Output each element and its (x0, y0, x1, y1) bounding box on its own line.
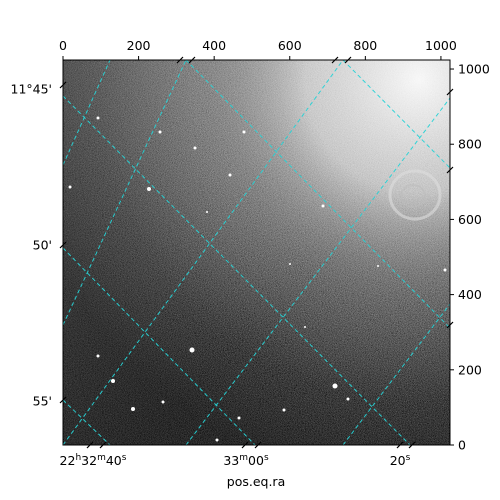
star (228, 173, 232, 177)
star (68, 185, 72, 189)
star (304, 326, 306, 328)
grid-line (342, 60, 450, 169)
right-tick-label: 1000 (458, 62, 490, 77)
star (282, 408, 286, 412)
top-pixel-axis: 0 200 400 600 800 1000 (59, 38, 457, 60)
grid-line (63, 247, 256, 445)
right-tick-label: 800 (458, 137, 482, 152)
star (321, 204, 325, 208)
galaxy-ring (388, 169, 442, 221)
ra-tick-label: 20s (390, 453, 411, 468)
edge-tick (331, 56, 339, 64)
star (242, 130, 246, 134)
edge-tick (99, 441, 107, 449)
grid-line (63, 95, 411, 445)
stars (68, 116, 447, 442)
star (443, 268, 447, 272)
top-tick-label: 400 (202, 38, 226, 53)
ra-axis: 22h32m40s 33m00s 20s (60, 453, 411, 468)
x-axis-title: pos.eq.ra (227, 474, 285, 489)
star (161, 400, 165, 404)
grid-line (63, 60, 344, 445)
right-tick-label: 600 (458, 212, 482, 227)
coordinate-grid (63, 60, 450, 445)
right-pixel-axis: 1000 800 600 400 200 0 (450, 62, 490, 453)
right-tick-label: 0 (458, 438, 466, 453)
edge-tick (344, 56, 352, 64)
star (206, 211, 208, 213)
plot-frame (62, 59, 451, 446)
grid-line (342, 303, 450, 445)
edge-tick (241, 441, 249, 449)
edge-tick (188, 56, 196, 64)
edge-tick (59, 81, 67, 89)
right-tick-label: 400 (458, 287, 482, 302)
edge-tick (59, 396, 67, 404)
star (158, 130, 162, 134)
top-tick-label: 600 (278, 38, 302, 53)
star (189, 347, 195, 353)
ra-tick-label: 22h32m40s (60, 453, 127, 468)
grid-line (185, 97, 450, 445)
edge-tick (446, 166, 454, 174)
dec-tick-label: 55' (33, 394, 52, 409)
grid-line (63, 60, 111, 166)
dec-tick-label: 11°45' (11, 82, 53, 97)
edge-tick-marks (59, 56, 454, 449)
star (131, 407, 135, 411)
star (147, 187, 151, 191)
star (111, 379, 115, 383)
dec-axis: 11°45' 50' 55' (11, 82, 53, 409)
star (96, 354, 100, 358)
dec-tick-label: 50' (33, 238, 52, 253)
top-tick-label: 1000 (425, 38, 457, 53)
edge-tick (396, 441, 404, 449)
top-tick-label: 800 (353, 38, 377, 53)
top-tick-label: 0 (59, 38, 67, 53)
star (332, 383, 338, 389)
star (237, 416, 241, 420)
star (215, 438, 219, 442)
star (377, 265, 379, 267)
edge-tick (408, 441, 416, 449)
star (289, 263, 291, 265)
edge-tick (254, 441, 262, 449)
top-tick-label: 200 (127, 38, 151, 53)
sky-image (63, 60, 450, 445)
ra-tick-label: 33m00s (223, 453, 269, 468)
star (96, 116, 100, 120)
right-tick-label: 200 (458, 362, 482, 377)
edge-tick (446, 88, 454, 96)
edge-tick (176, 56, 184, 64)
grid-line (63, 399, 111, 445)
edge-tick (59, 241, 67, 249)
star (346, 397, 350, 401)
edge-tick (446, 321, 454, 329)
edge-tick (86, 441, 94, 449)
star (193, 146, 197, 150)
